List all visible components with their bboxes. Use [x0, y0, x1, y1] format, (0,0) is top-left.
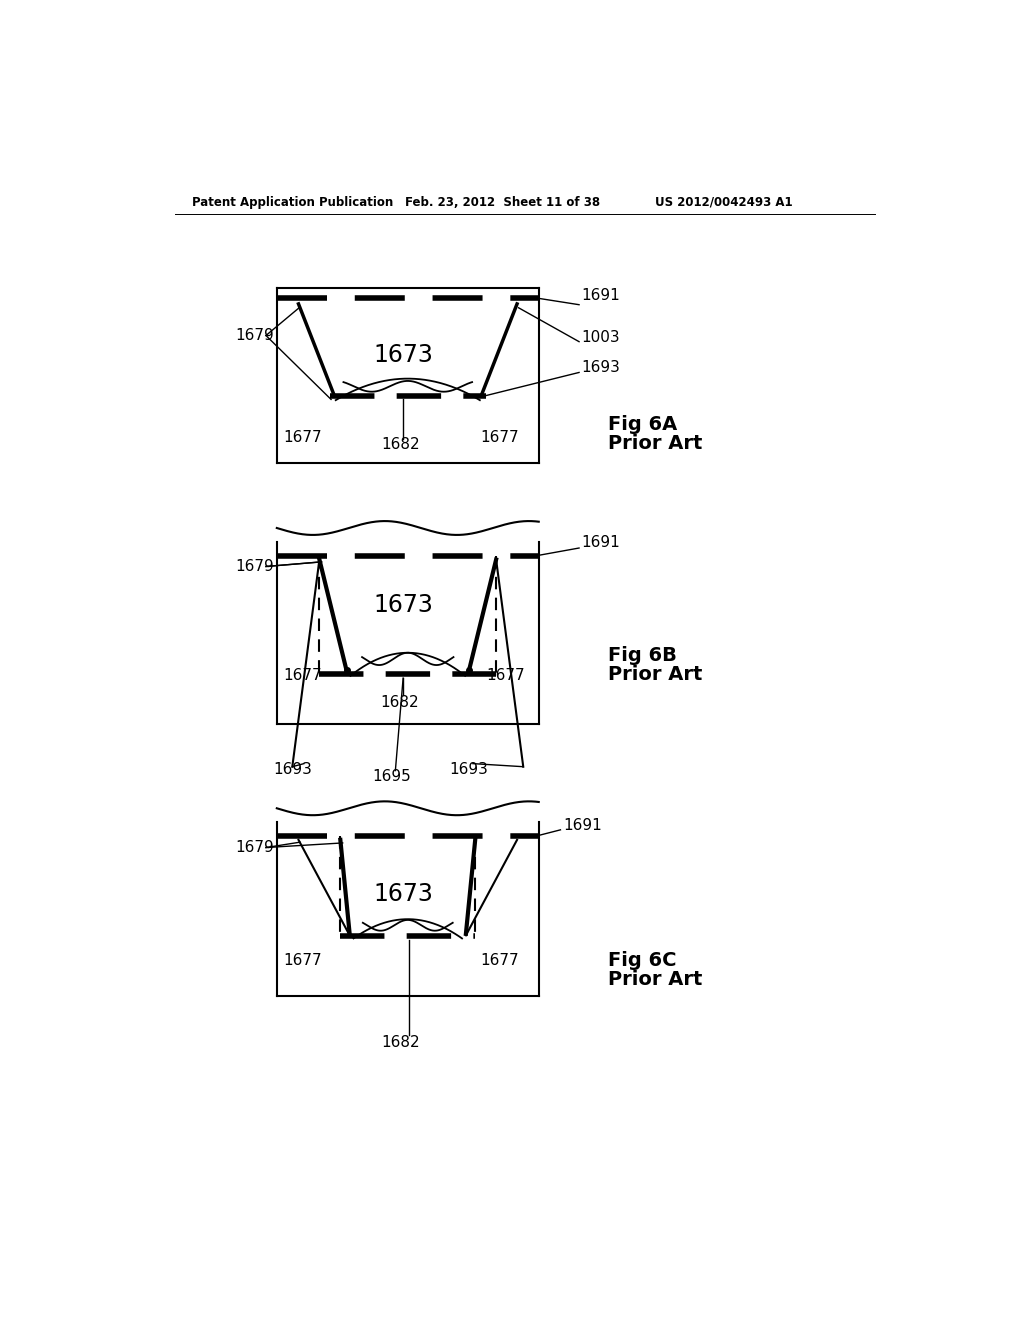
Text: Feb. 23, 2012  Sheet 11 of 38: Feb. 23, 2012 Sheet 11 of 38	[406, 195, 600, 209]
Text: 1693: 1693	[450, 762, 488, 776]
Text: 1673: 1673	[373, 593, 433, 616]
Text: Prior Art: Prior Art	[608, 434, 702, 453]
Text: 1677: 1677	[480, 429, 519, 445]
Text: Fig 6C: Fig 6C	[608, 952, 677, 970]
Text: 1695: 1695	[372, 770, 411, 784]
Text: 1677: 1677	[480, 953, 519, 969]
Text: Patent Application Publication: Patent Application Publication	[191, 195, 393, 209]
Text: 1677: 1677	[283, 953, 322, 969]
Text: Fig 6A: Fig 6A	[608, 414, 678, 433]
Text: 1673: 1673	[373, 882, 433, 906]
Text: 1679: 1679	[234, 840, 273, 855]
Text: 1682: 1682	[380, 694, 419, 710]
Text: 1677: 1677	[486, 668, 524, 684]
Text: Prior Art: Prior Art	[608, 665, 702, 684]
Text: 1693: 1693	[273, 762, 312, 776]
Text: 1693: 1693	[582, 360, 621, 375]
Text: 1673: 1673	[373, 343, 433, 367]
Text: 1003: 1003	[582, 330, 620, 345]
Text: 1679: 1679	[234, 327, 273, 343]
Text: 1677: 1677	[283, 668, 322, 684]
Text: 1691: 1691	[582, 288, 621, 304]
Text: 1691: 1691	[563, 817, 602, 833]
Text: US 2012/0042493 A1: US 2012/0042493 A1	[655, 195, 793, 209]
Text: 1682: 1682	[381, 437, 420, 453]
Text: 1682: 1682	[381, 1035, 420, 1049]
Text: 1691: 1691	[582, 535, 621, 550]
Text: 1677: 1677	[283, 429, 322, 445]
Text: 1679: 1679	[234, 558, 273, 574]
Text: Prior Art: Prior Art	[608, 970, 702, 990]
Text: Fig 6B: Fig 6B	[608, 645, 677, 664]
